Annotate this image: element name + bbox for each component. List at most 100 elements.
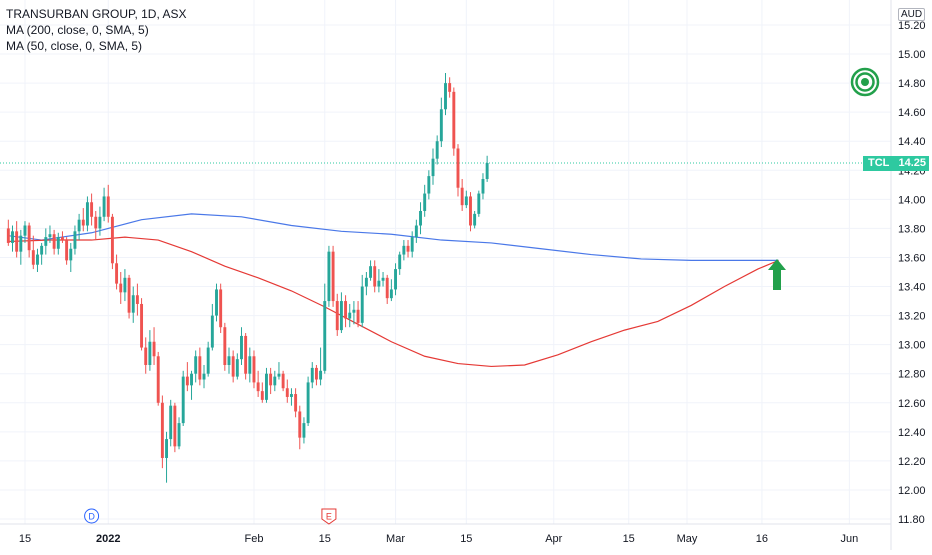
candle — [377, 269, 381, 293]
candle-body — [294, 394, 298, 412]
candle-body — [156, 356, 160, 403]
x-tick-label: 15 — [19, 533, 31, 545]
candle — [369, 260, 373, 281]
candle-body — [52, 234, 56, 249]
candle — [419, 202, 422, 235]
candle — [360, 274, 364, 328]
candle — [85, 196, 89, 232]
candle — [402, 240, 406, 261]
candle-body — [194, 356, 198, 374]
y-tick-label: 13.60 — [898, 252, 926, 264]
candle — [327, 245, 331, 307]
candle — [373, 260, 377, 293]
x-tick-label: 15 — [319, 533, 331, 545]
candle-body — [310, 367, 314, 383]
candle — [289, 388, 293, 406]
candle-body — [335, 301, 339, 331]
currency-badge[interactable]: AUD — [898, 8, 926, 21]
candle-body — [169, 405, 173, 440]
candle — [410, 231, 414, 258]
candle-body — [435, 141, 439, 159]
candle-body — [19, 235, 23, 252]
candle — [148, 330, 152, 371]
candle-body — [464, 196, 468, 206]
candle-body — [260, 391, 264, 400]
candle-body — [60, 237, 64, 241]
candle — [481, 173, 485, 200]
candle-body — [135, 295, 139, 304]
candle-body — [364, 277, 368, 287]
candle-body — [369, 266, 373, 278]
candle-body — [360, 286, 364, 323]
candle — [448, 77, 452, 98]
candle-body — [198, 356, 202, 380]
candle-body — [377, 280, 381, 287]
symbol-title[interactable]: TRANSURBAN GROUP, 1D, ASX — [6, 7, 187, 21]
candle-body — [289, 394, 293, 397]
y-tick-label: 13.40 — [898, 282, 926, 294]
candle-body — [348, 312, 352, 319]
y-tick-label: 12.40 — [898, 427, 926, 439]
candle — [190, 370, 193, 400]
candle — [98, 206, 102, 236]
candle-body — [152, 341, 156, 357]
last-price-label: TCL 14.25 — [863, 155, 929, 171]
candle-body — [439, 109, 443, 142]
candle — [364, 272, 368, 296]
candle — [11, 225, 14, 252]
candle — [115, 254, 119, 290]
candle-body — [165, 439, 168, 458]
y-tick-label: 12.80 — [898, 369, 926, 381]
candle — [140, 298, 144, 351]
y-tick-label: 15.20 — [898, 20, 926, 32]
indicator-ma50[interactable]: MA (50, close, 0, SMA, 5) — [6, 39, 143, 53]
candle — [310, 362, 314, 389]
candle-body — [215, 289, 218, 316]
marker-label: E — [326, 512, 332, 522]
candle-body — [73, 231, 77, 249]
candle-body — [444, 83, 447, 110]
candle-body — [265, 373, 268, 400]
time-axis[interactable]: 15 2022 Feb 15 Mar 15 Apr 15 May 16 Jun — [19, 533, 858, 545]
y-tick-label: 13.80 — [898, 223, 926, 235]
candle — [269, 367, 273, 395]
candle — [177, 417, 181, 450]
candle — [464, 190, 468, 209]
candle — [106, 184, 110, 223]
candle-body — [277, 373, 281, 377]
candle-body — [115, 263, 119, 284]
candle-body — [352, 309, 356, 313]
candle — [235, 353, 239, 380]
candle — [160, 395, 164, 469]
candle — [273, 370, 277, 392]
candle — [206, 341, 210, 377]
candle — [435, 135, 439, 165]
candle-body — [306, 382, 310, 424]
candle-body — [331, 251, 335, 302]
candle-body — [140, 303, 144, 348]
y-tick-label: 12.60 — [898, 398, 926, 410]
candle — [215, 283, 218, 322]
indicator-ma200[interactable]: MA (200, close, 0, SMA, 5) — [6, 23, 149, 37]
candle — [144, 337, 148, 374]
candle — [110, 213, 114, 270]
candle-body — [394, 269, 397, 290]
candle-body — [36, 254, 39, 265]
candle-body — [339, 301, 343, 331]
candle — [173, 402, 177, 453]
candle — [240, 327, 243, 365]
candle-body — [27, 225, 31, 251]
candle — [406, 240, 410, 258]
candle — [323, 283, 327, 374]
y-tick-label: 14.40 — [898, 136, 926, 148]
candle — [52, 229, 56, 255]
candle-body — [248, 356, 252, 374]
candle-body — [423, 193, 427, 211]
candle-body — [160, 402, 164, 458]
price-axis[interactable]: 15.2015.0014.8014.6014.4014.2014.0013.80… — [898, 20, 926, 526]
candle-body — [119, 283, 123, 293]
candle-body — [94, 216, 98, 229]
candle — [344, 295, 348, 328]
candle-body — [481, 179, 485, 194]
